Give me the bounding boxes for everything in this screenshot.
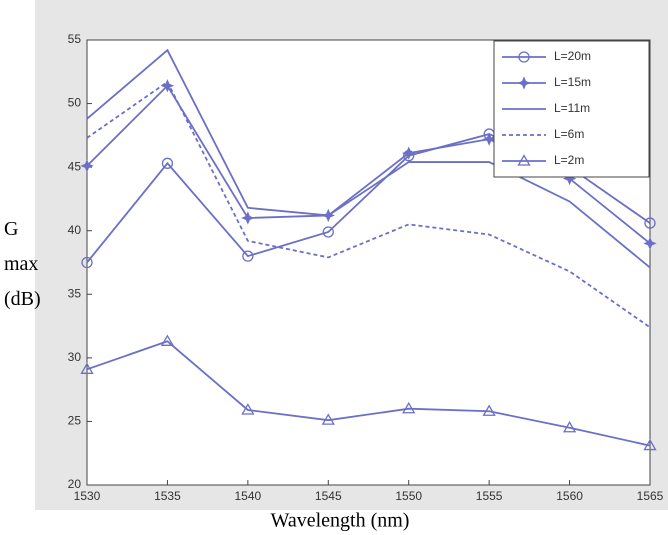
point bbox=[643, 438, 657, 451]
legend-label: L=15m bbox=[554, 75, 591, 89]
point bbox=[80, 159, 94, 173]
x-tick-label: 1555 bbox=[476, 489, 503, 503]
point bbox=[321, 413, 335, 425]
point bbox=[517, 154, 531, 166]
legend-label: L=20m bbox=[554, 49, 591, 63]
legend: L=20m L=15m L=11m L=6m L=2m bbox=[493, 40, 650, 178]
legend-label: L=6m bbox=[554, 127, 584, 141]
series-line bbox=[86, 340, 651, 447]
series-line bbox=[86, 48, 651, 269]
point bbox=[81, 256, 93, 269]
point bbox=[562, 420, 577, 433]
x-tick-label: 1540 bbox=[235, 489, 262, 503]
x-tick-label: 1565 bbox=[637, 489, 664, 503]
x-axis-label: Wavelength (nm) bbox=[271, 510, 410, 532]
x-tick-label: 1545 bbox=[315, 489, 342, 503]
x-tick-label: 1530 bbox=[74, 489, 101, 503]
point bbox=[80, 362, 94, 374]
y-tick-label: 50 bbox=[68, 96, 82, 110]
y-axis-label: G max (dB) bbox=[4, 218, 41, 310]
point bbox=[161, 157, 174, 169]
series-line bbox=[86, 80, 651, 329]
point bbox=[643, 236, 657, 251]
legend-label: L=11m bbox=[554, 101, 590, 115]
point bbox=[482, 132, 496, 146]
y-tick-label: 40 bbox=[68, 223, 82, 237]
point bbox=[517, 76, 531, 90]
point bbox=[160, 334, 175, 346]
y-tick-label: 30 bbox=[68, 350, 82, 364]
point bbox=[242, 250, 254, 262]
point bbox=[518, 51, 530, 63]
y-tick-label: 55 bbox=[68, 32, 82, 46]
point bbox=[402, 401, 416, 414]
y-tick-label: 35 bbox=[68, 286, 82, 300]
y-tick-label: 20 bbox=[68, 477, 82, 491]
point bbox=[322, 226, 334, 238]
point bbox=[241, 403, 255, 415]
point bbox=[402, 146, 416, 160]
point bbox=[644, 217, 656, 229]
point bbox=[482, 404, 496, 416]
x-tick-label: 1560 bbox=[556, 489, 583, 503]
x-tick-label: 1550 bbox=[395, 489, 422, 503]
point bbox=[562, 171, 577, 186]
point bbox=[241, 211, 255, 225]
legend-label: L=2m bbox=[554, 153, 584, 167]
y-tick-label: 25 bbox=[68, 414, 82, 428]
x-tick-label: 1535 bbox=[154, 489, 181, 503]
y-tick-label: 45 bbox=[68, 159, 82, 173]
